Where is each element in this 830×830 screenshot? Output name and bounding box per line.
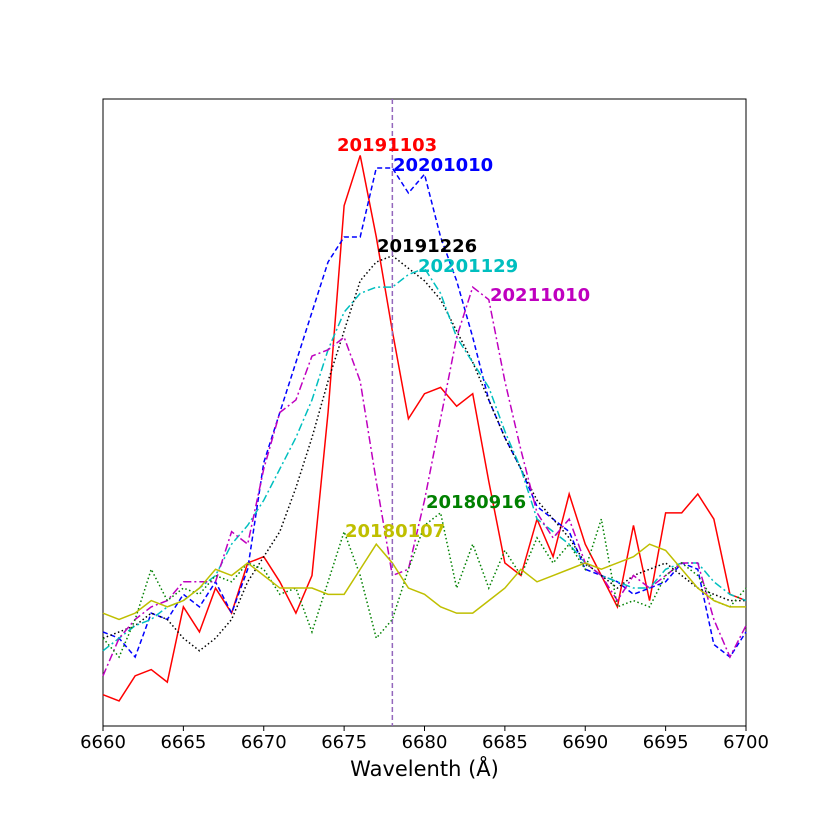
x-tick-label: 6700 (723, 732, 769, 753)
x-tick-label: 6680 (402, 732, 448, 753)
x-tick-label: 6695 (643, 732, 689, 753)
series-label: 20191226 (377, 236, 477, 257)
x-tick-label: 6665 (160, 732, 206, 753)
series-line (102, 254, 746, 652)
x-tick-label: 6690 (562, 732, 608, 753)
series-line (102, 167, 747, 659)
x-tick-label: 6660 (80, 732, 126, 753)
series-label: 20180916 (426, 492, 526, 513)
series-label: 20191103 (337, 135, 437, 156)
series-line (102, 285, 747, 677)
x-tick-label: 6685 (482, 732, 528, 753)
series-label: 20180107 (345, 521, 445, 542)
x-axis-label: Wavelenth (Å) (350, 755, 499, 781)
x-tick-label: 6675 (321, 732, 367, 753)
series-line (102, 542, 746, 621)
series-label: 20211010 (490, 285, 590, 306)
series-label: 20201129 (418, 256, 518, 277)
series-line (102, 267, 747, 652)
series-label: 20201010 (393, 155, 493, 176)
x-tick-label: 6670 (241, 732, 287, 753)
series-line (102, 155, 747, 702)
